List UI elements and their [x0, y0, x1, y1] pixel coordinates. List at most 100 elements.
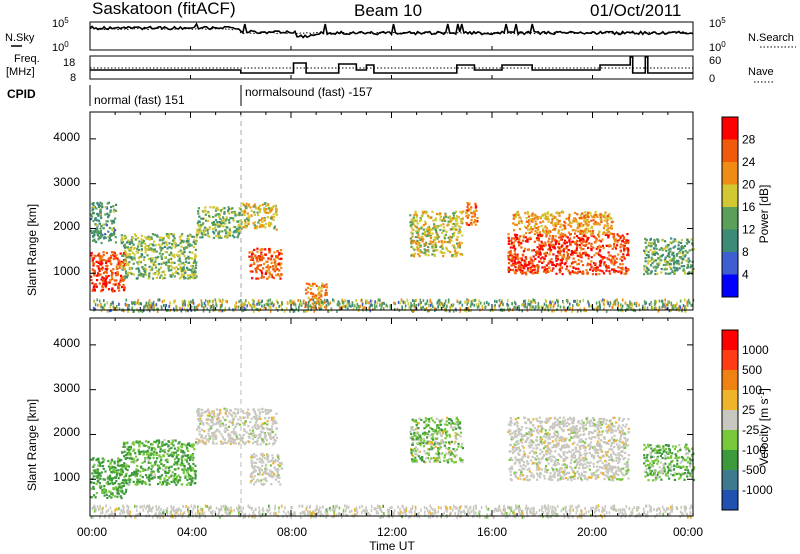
scatter-cell: [594, 262, 597, 265]
scatter-cell: [513, 229, 516, 232]
scatter-cell: [543, 257, 546, 260]
scatter-cell: [687, 300, 689, 304]
scatter-cell: [561, 261, 564, 264]
scatter-cell: [319, 293, 322, 296]
scatter-cell: [256, 247, 259, 250]
scatter-cell: [99, 255, 102, 258]
scatter-cell: [268, 305, 270, 309]
scatter-cell: [181, 233, 184, 236]
scatter-cell: [157, 470, 160, 473]
scatter-cell: [250, 209, 253, 212]
scatter-cell: [547, 262, 550, 265]
scatter-cell: [598, 300, 601, 304]
scatter-cell: [211, 434, 214, 437]
scatter-cell: [546, 211, 549, 214]
scatter-cell: [223, 309, 226, 313]
scatter-cell: [184, 474, 187, 477]
scatter-cell: [276, 250, 279, 253]
scatter-cell: [242, 226, 245, 229]
scatter-cell: [324, 300, 326, 304]
scatter-cell: [174, 242, 177, 245]
scatter-cell: [177, 453, 180, 457]
scatter-cell: [137, 263, 140, 266]
scatter-cell: [173, 239, 176, 242]
scatter-cell: [664, 302, 666, 306]
scatter-cell: [94, 254, 97, 258]
scatter-cell: [602, 215, 605, 218]
scatter-cell: [595, 252, 598, 255]
scatter-cell: [193, 239, 196, 242]
scatter-cell: [414, 241, 417, 244]
scatter-cell: [179, 238, 182, 241]
scatter-cell: [565, 298, 568, 302]
scatter-cell: [644, 237, 647, 240]
scatter-cell: [234, 212, 237, 216]
scatter-cell: [193, 305, 196, 309]
scatter-cell: [229, 230, 232, 233]
scatter-cell: [117, 260, 120, 264]
scatter-cell: [584, 221, 587, 224]
scatter-cell: [448, 241, 451, 244]
scatter-cell: [182, 252, 185, 255]
scatter-cell: [539, 257, 542, 260]
scatter-cell: [660, 267, 663, 271]
scatter-cell: [376, 301, 379, 305]
scatter-cell: [181, 459, 184, 462]
scatter-cell: [144, 440, 148, 443]
cpid-mode-normal: normal (fast) 151: [94, 93, 185, 107]
scatter-cell: [214, 229, 217, 232]
scatter-cell: [119, 263, 122, 266]
scatter-cell: [146, 449, 149, 452]
scatter-cell: [235, 231, 238, 234]
scatter-cell: [149, 304, 152, 307]
scatter-cell: [608, 272, 612, 275]
scatter-cell: [668, 256, 671, 259]
scatter-cell: [414, 210, 417, 213]
scatter-cell: [175, 462, 178, 465]
scatter-cell: [436, 249, 439, 252]
scatter-cell: [439, 218, 442, 221]
scatter-cell: [151, 474, 154, 477]
scatter-cell: [549, 250, 552, 253]
scatter-cell: [371, 303, 373, 307]
scatter-cell: [151, 266, 154, 269]
scatter-cell: [342, 300, 345, 304]
scatter-cell: [596, 269, 599, 272]
scatter-cell: [253, 440, 257, 443]
scatter-cell: [167, 267, 170, 270]
scatter-cell: [539, 245, 542, 248]
scatter-cell: [118, 284, 121, 287]
scatter-cell: [180, 458, 183, 461]
scatter-cell: [247, 425, 250, 428]
scatter-cell: [266, 216, 269, 219]
scatter-cell: [109, 210, 112, 214]
scatter-cell: [573, 271, 577, 274]
scatter-cell: [524, 299, 526, 303]
scatter-cell: [120, 239, 124, 242]
scatter-cell: [447, 249, 450, 253]
scatter-cell: [137, 243, 140, 246]
scatter-cell: [253, 424, 256, 427]
scatter-cell: [423, 252, 426, 255]
scatter-cell: [665, 260, 668, 263]
scatter-cell: [606, 222, 609, 225]
scatter-cell: [189, 257, 192, 260]
scatter-cell: [427, 250, 430, 253]
scatter-cell: [131, 472, 134, 475]
scatter-cell: [586, 220, 589, 223]
scatter-cell: [91, 212, 95, 215]
scatter-cell: [576, 299, 579, 303]
scatter-cell: [677, 241, 680, 244]
scatter-cell: [210, 418, 213, 422]
scatter-cell: [590, 304, 592, 308]
scatter-cell: [623, 236, 626, 239]
scatter-cell: [125, 256, 128, 259]
scatter-cell: [507, 237, 510, 240]
scatter-cell: [656, 272, 659, 275]
scatter-cell: [97, 213, 100, 216]
scatter-cell: [560, 235, 563, 238]
scatter-cell: [257, 307, 259, 311]
scatter-cell: [576, 272, 579, 275]
scatter-cell: [423, 248, 426, 251]
scatter-cell: [519, 217, 522, 220]
